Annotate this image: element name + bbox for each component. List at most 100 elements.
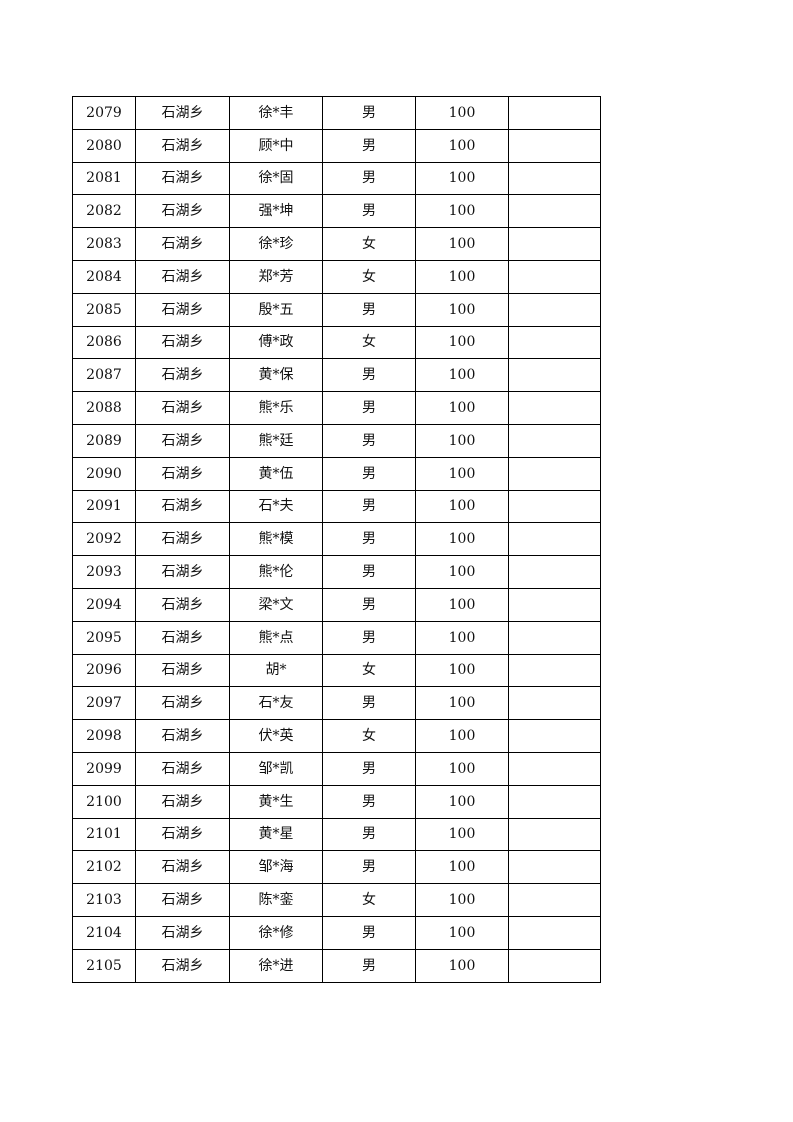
gender-cell: 女	[322, 325, 416, 360]
remark-cell	[508, 620, 601, 655]
gender-cell: 男	[322, 128, 416, 163]
name-cell: 陈*銮	[229, 883, 323, 917]
remark-cell	[508, 751, 601, 786]
amount-cell: 100	[415, 227, 509, 261]
amount-cell: 100	[415, 719, 509, 753]
table-row: 2088 石湖乡 熊*乐男 100	[72, 391, 601, 425]
township-cell: 石湖乡	[135, 227, 230, 261]
name-cell: 熊*廷	[229, 423, 323, 458]
table-row: 2101 石湖乡 黄*星男 100	[72, 817, 601, 852]
remark-cell	[508, 915, 601, 950]
township-cell: 石湖乡	[135, 259, 230, 294]
township-cell: 石湖乡	[135, 292, 230, 327]
gender-cell: 男	[322, 391, 416, 425]
name-cell: 徐*进	[229, 948, 323, 983]
serial-number-cell: 2102	[72, 850, 136, 885]
amount-cell: 100	[415, 489, 509, 524]
amount-cell: 100	[415, 292, 509, 327]
remark-cell	[508, 489, 601, 524]
township-cell: 石湖乡	[135, 784, 230, 819]
amount-cell: 100	[415, 555, 509, 589]
serial-number-cell: 2089	[72, 423, 136, 458]
name-cell: 强*坤	[229, 194, 323, 229]
name-cell: 熊*乐	[229, 391, 323, 425]
remark-cell	[508, 719, 601, 753]
remark-cell	[508, 817, 601, 852]
table-row: 2084 石湖乡 郑*芳女 100	[72, 259, 601, 294]
table-row: 2105 石湖乡 徐*进男 100	[72, 948, 601, 983]
amount-cell: 100	[415, 587, 509, 622]
table-row: 2086 石湖乡 傅*政女 100	[72, 325, 601, 360]
remark-cell	[508, 948, 601, 983]
township-cell: 石湖乡	[135, 489, 230, 524]
gender-cell: 男	[322, 522, 416, 557]
township-cell: 石湖乡	[135, 915, 230, 950]
serial-number-cell: 2084	[72, 259, 136, 294]
serial-number-cell: 2105	[72, 948, 136, 983]
table-row: 2080 石湖乡 顾*中男 100	[72, 128, 601, 163]
remark-cell	[508, 194, 601, 229]
name-cell: 石*友	[229, 686, 323, 721]
remark-cell	[508, 587, 601, 622]
gender-cell: 男	[322, 784, 416, 819]
name-cell: 顾*中	[229, 128, 323, 163]
township-cell: 石湖乡	[135, 96, 230, 130]
table-row: 2092 石湖乡 熊*模男 100	[72, 522, 601, 557]
table-row: 2102 石湖乡 邹*海男 100	[72, 850, 601, 885]
amount-cell: 100	[415, 358, 509, 393]
name-cell: 黄*伍	[229, 456, 323, 491]
name-cell: 胡*	[229, 653, 323, 688]
serial-number-cell: 2090	[72, 456, 136, 491]
gender-cell: 女	[322, 259, 416, 294]
township-cell: 石湖乡	[135, 358, 230, 393]
amount-cell: 100	[415, 96, 509, 130]
serial-number-cell: 2093	[72, 555, 136, 589]
table-row: 2082 石湖乡 强*坤男 100	[72, 194, 601, 229]
township-cell: 石湖乡	[135, 653, 230, 688]
township-cell: 石湖乡	[135, 194, 230, 229]
remark-cell	[508, 358, 601, 393]
serial-number-cell: 2080	[72, 128, 136, 163]
amount-cell: 100	[415, 784, 509, 819]
township-cell: 石湖乡	[135, 128, 230, 163]
table-row: 2090 石湖乡 黄*伍男 100	[72, 456, 601, 491]
gender-cell: 男	[322, 423, 416, 458]
serial-number-cell: 2092	[72, 522, 136, 557]
serial-number-cell: 2081	[72, 161, 136, 196]
remark-cell	[508, 259, 601, 294]
remark-cell	[508, 883, 601, 917]
name-cell: 徐*丰	[229, 96, 323, 130]
serial-number-cell: 2100	[72, 784, 136, 819]
table-row: 2089 石湖乡 熊*廷男 100	[72, 423, 601, 458]
name-cell: 黄*保	[229, 358, 323, 393]
gender-cell: 男	[322, 456, 416, 491]
serial-number-cell: 2088	[72, 391, 136, 425]
township-cell: 石湖乡	[135, 817, 230, 852]
amount-cell: 100	[415, 915, 509, 950]
township-cell: 石湖乡	[135, 555, 230, 589]
remark-cell	[508, 456, 601, 491]
table-row: 2100 石湖乡 黄*生男 100	[72, 784, 601, 819]
serial-number-cell: 2094	[72, 587, 136, 622]
serial-number-cell: 2091	[72, 489, 136, 524]
serial-number-cell: 2087	[72, 358, 136, 393]
gender-cell: 男	[322, 292, 416, 327]
gender-cell: 男	[322, 850, 416, 885]
serial-number-cell: 2085	[72, 292, 136, 327]
table-body: 2079 石湖乡 徐*丰男 100 2080 石湖乡 顾*中男 100 2081 石湖乡 徐*固男 1…	[72, 96, 601, 983]
remark-cell	[508, 96, 601, 130]
remark-cell	[508, 128, 601, 163]
amount-cell: 100	[415, 751, 509, 786]
name-cell: 黄*星	[229, 817, 323, 852]
name-cell: 邹*凯	[229, 751, 323, 786]
name-cell: 徐*修	[229, 915, 323, 950]
name-cell: 黄*生	[229, 784, 323, 819]
serial-number-cell: 2101	[72, 817, 136, 852]
table-row: 2085 石湖乡 殷*五男 100	[72, 292, 601, 327]
serial-number-cell: 2086	[72, 325, 136, 360]
serial-number-cell: 2098	[72, 719, 136, 753]
table-row: 2087 石湖乡 黄*保男 100	[72, 358, 601, 393]
serial-number-cell: 2097	[72, 686, 136, 721]
serial-number-cell: 2095	[72, 620, 136, 655]
gender-cell: 男	[322, 587, 416, 622]
